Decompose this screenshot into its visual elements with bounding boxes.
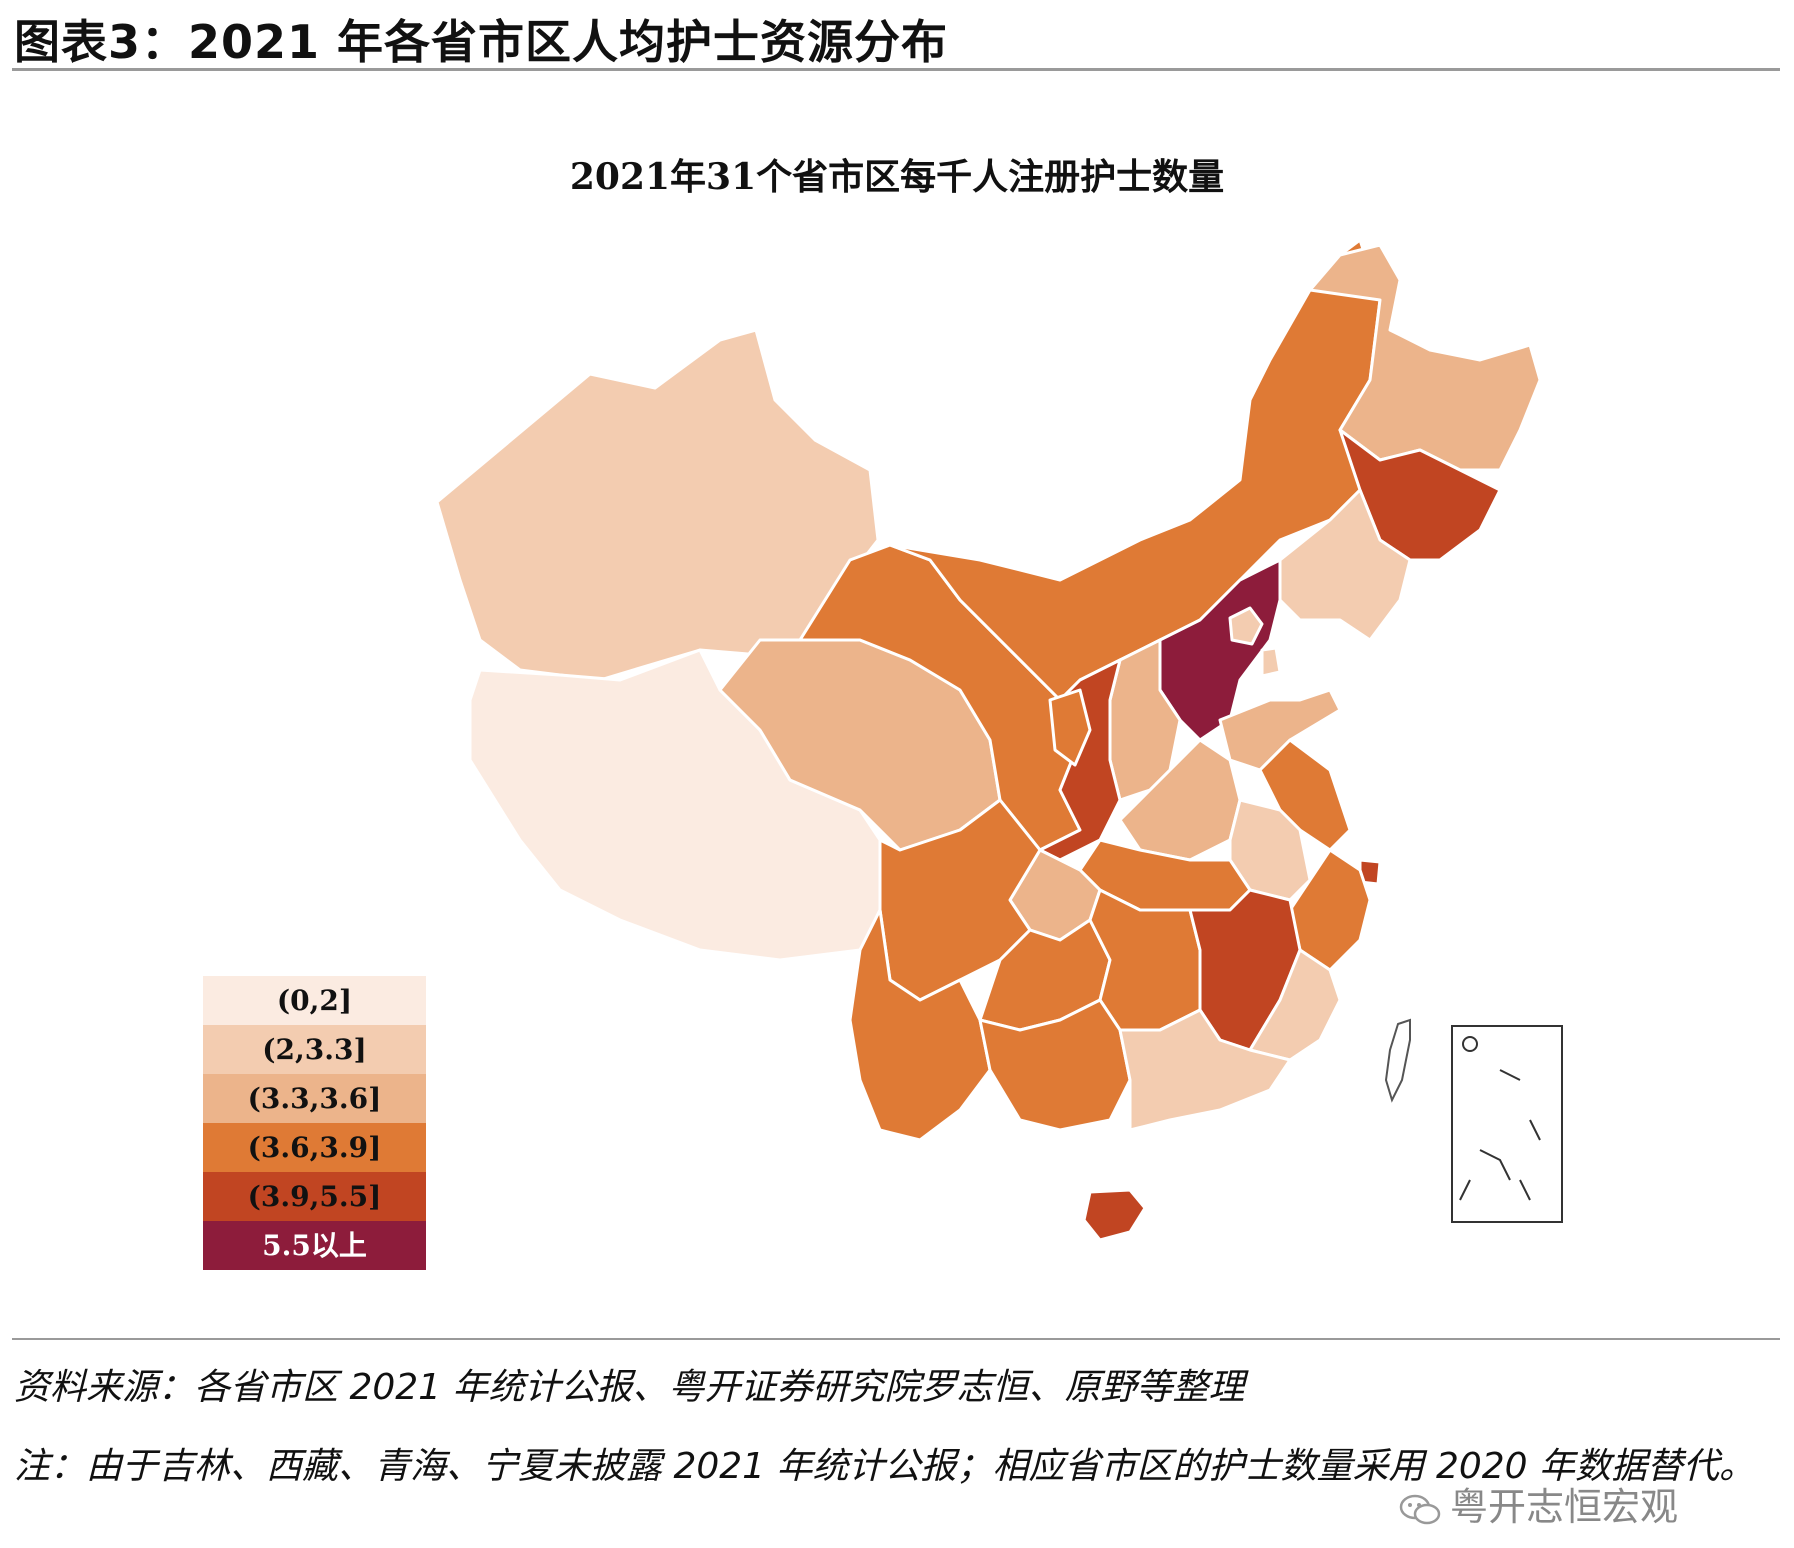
legend-item: 5.5以上 — [203, 1221, 426, 1270]
wechat-icon — [1399, 1494, 1441, 1524]
region-ningxia — [1048, 688, 1092, 767]
region-tianjin — [1260, 646, 1282, 678]
region-xinjiang — [435, 328, 880, 682]
figure-title: 图表3：2021 年各省市区人均护士资源分布 — [14, 15, 949, 69]
region-guangdong — [1118, 1008, 1292, 1132]
south-china-sea-inset — [1451, 1025, 1563, 1223]
watermark: 粤开志恒宏观 — [1398, 1476, 1678, 1531]
region-beijing — [1228, 606, 1264, 646]
legend-item: (0,2] — [203, 976, 426, 1025]
bottom-divider — [12, 1338, 1780, 1340]
legend-item: (3.6,3.9] — [203, 1123, 426, 1172]
legend-item: (3.3,3.6] — [203, 1074, 426, 1123]
map-title: 2021年31个省市区每千人注册护士数量 — [569, 156, 1225, 198]
source-note: 资料来源：各省市区 2021 年统计公报、粤开证券研究院罗志恒、原野等整理 — [14, 1367, 1245, 1408]
region-hainan — [1082, 1188, 1147, 1242]
region-heilongjiang — [1308, 243, 1542, 472]
legend-item: (2,3.3] — [203, 1025, 426, 1074]
map-legend: (0,2] (2,3.3] (3.3,3.6] (3.6,3.9] (3.9,5… — [203, 976, 426, 1270]
footnote: 注：由于吉林、西藏、青海、宁夏未披露 2021 年统计公报；相应省市区的护士数量… — [14, 1446, 1756, 1487]
taiwan-outline — [1384, 1018, 1411, 1103]
legend-item: (3.9,5.5] — [203, 1172, 426, 1221]
top-divider — [12, 68, 1780, 71]
watermark-text: 粤开志恒宏观 — [1450, 1485, 1679, 1529]
region-shandong — [1218, 688, 1342, 772]
